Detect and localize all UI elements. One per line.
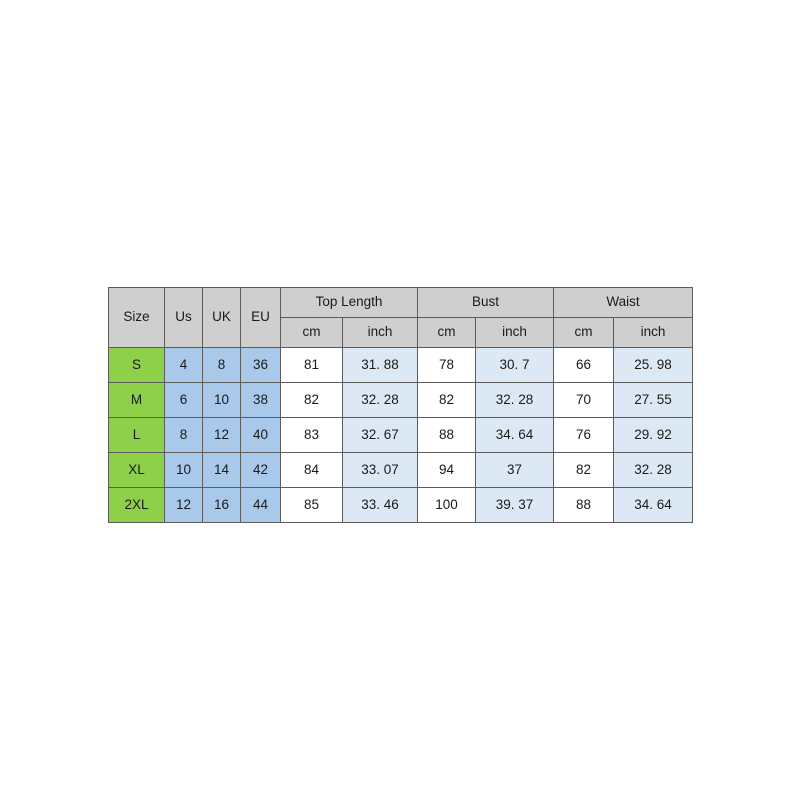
cell-uk: 12	[202, 417, 241, 453]
size-chart-container: Size Us UK EU Top Length Bust Waist cm i…	[108, 287, 694, 523]
table-row: S 4 8 36 81 31. 88 78 30. 7 66 25. 98	[108, 347, 694, 383]
cell-waist-inch: 25. 98	[613, 347, 694, 383]
header-size: Size	[108, 287, 165, 348]
cell-bust-cm: 82	[417, 382, 476, 418]
cell-uk: 16	[202, 487, 241, 523]
cell-bust-cm: 100	[417, 487, 476, 523]
header-group-top-length: Top Length	[280, 287, 418, 318]
cell-top-length-inch: 33. 07	[342, 452, 418, 488]
table-row: XL 10 14 42 84 33. 07 94 37 82 32. 28	[108, 452, 694, 488]
cell-eu: 38	[240, 382, 281, 418]
header-waist-cm: cm	[553, 317, 615, 348]
cell-top-length-inch: 32. 67	[342, 417, 418, 453]
table-row: M 6 10 38 82 32. 28 82 32. 28 70 27. 55	[108, 382, 694, 418]
cell-size: L	[108, 417, 165, 453]
cell-top-length-inch: 33. 46	[342, 487, 418, 523]
header-us: Us	[164, 287, 203, 348]
header-bust-inch: inch	[474, 317, 555, 348]
cell-waist-inch: 29. 92	[613, 417, 694, 453]
cell-waist-cm: 82	[553, 452, 615, 488]
cell-top-length-cm: 85	[280, 487, 343, 523]
size-chart-table: Size Us UK EU Top Length Bust Waist cm i…	[108, 287, 694, 523]
header-waist-inch: inch	[613, 317, 694, 348]
cell-top-length-inch: 31. 88	[342, 347, 418, 383]
cell-waist-inch: 34. 64	[613, 487, 694, 523]
cell-waist-cm: 76	[553, 417, 615, 453]
header-group-bust: Bust	[416, 287, 555, 318]
cell-eu: 44	[240, 487, 281, 523]
cell-size: S	[108, 347, 165, 383]
cell-bust-cm: 78	[417, 347, 476, 383]
cell-uk: 14	[202, 452, 241, 488]
table-row: L 8 12 40 83 32. 67 88 34. 64 76 29. 92	[108, 417, 694, 453]
header-group-waist: Waist	[553, 287, 694, 318]
cell-waist-cm: 66	[553, 347, 615, 383]
cell-top-length-cm: 83	[280, 417, 343, 453]
header-eu: EU	[240, 287, 281, 348]
header-top-length-cm: cm	[280, 317, 343, 348]
cell-top-length-cm: 81	[280, 347, 343, 383]
cell-bust-inch: 34. 64	[474, 417, 555, 453]
cell-us: 6	[164, 382, 203, 418]
header-row-units: cm inch cm inch cm inch	[109, 317, 694, 348]
cell-eu: 36	[240, 347, 281, 383]
cell-top-length-cm: 82	[280, 382, 343, 418]
cell-bust-cm: 88	[417, 417, 476, 453]
cell-size: M	[108, 382, 165, 418]
cell-us: 10	[164, 452, 203, 488]
cell-bust-inch: 32. 28	[474, 382, 555, 418]
cell-uk: 10	[202, 382, 241, 418]
table-body: S 4 8 36 81 31. 88 78 30. 7 66 25. 98 M …	[108, 347, 694, 523]
cell-waist-inch: 27. 55	[613, 382, 694, 418]
cell-top-length-cm: 84	[280, 452, 343, 488]
cell-us: 8	[164, 417, 203, 453]
cell-waist-inch: 32. 28	[613, 452, 694, 488]
cell-us: 4	[164, 347, 203, 383]
cell-waist-cm: 70	[553, 382, 615, 418]
cell-top-length-inch: 32. 28	[342, 382, 418, 418]
header-row-groups: Size Us UK EU Top Length Bust Waist	[108, 287, 694, 348]
table-header: Size Us UK EU Top Length Bust Waist cm i…	[108, 287, 694, 348]
cell-bust-inch: 30. 7	[474, 347, 555, 383]
header-top-length-inch: inch	[342, 317, 418, 348]
cell-bust-cm: 94	[417, 452, 476, 488]
header-uk: UK	[202, 287, 241, 348]
cell-eu: 40	[240, 417, 281, 453]
cell-bust-inch: 37	[474, 452, 555, 488]
cell-us: 12	[164, 487, 203, 523]
table-row: 2XL 12 16 44 85 33. 46 100 39. 37 88 34.…	[108, 487, 694, 523]
cell-waist-cm: 88	[553, 487, 615, 523]
cell-bust-inch: 39. 37	[474, 487, 555, 523]
cell-size: XL	[108, 452, 165, 488]
header-bust-cm: cm	[417, 317, 476, 348]
cell-size: 2XL	[108, 487, 165, 523]
cell-uk: 8	[202, 347, 241, 383]
cell-eu: 42	[240, 452, 281, 488]
